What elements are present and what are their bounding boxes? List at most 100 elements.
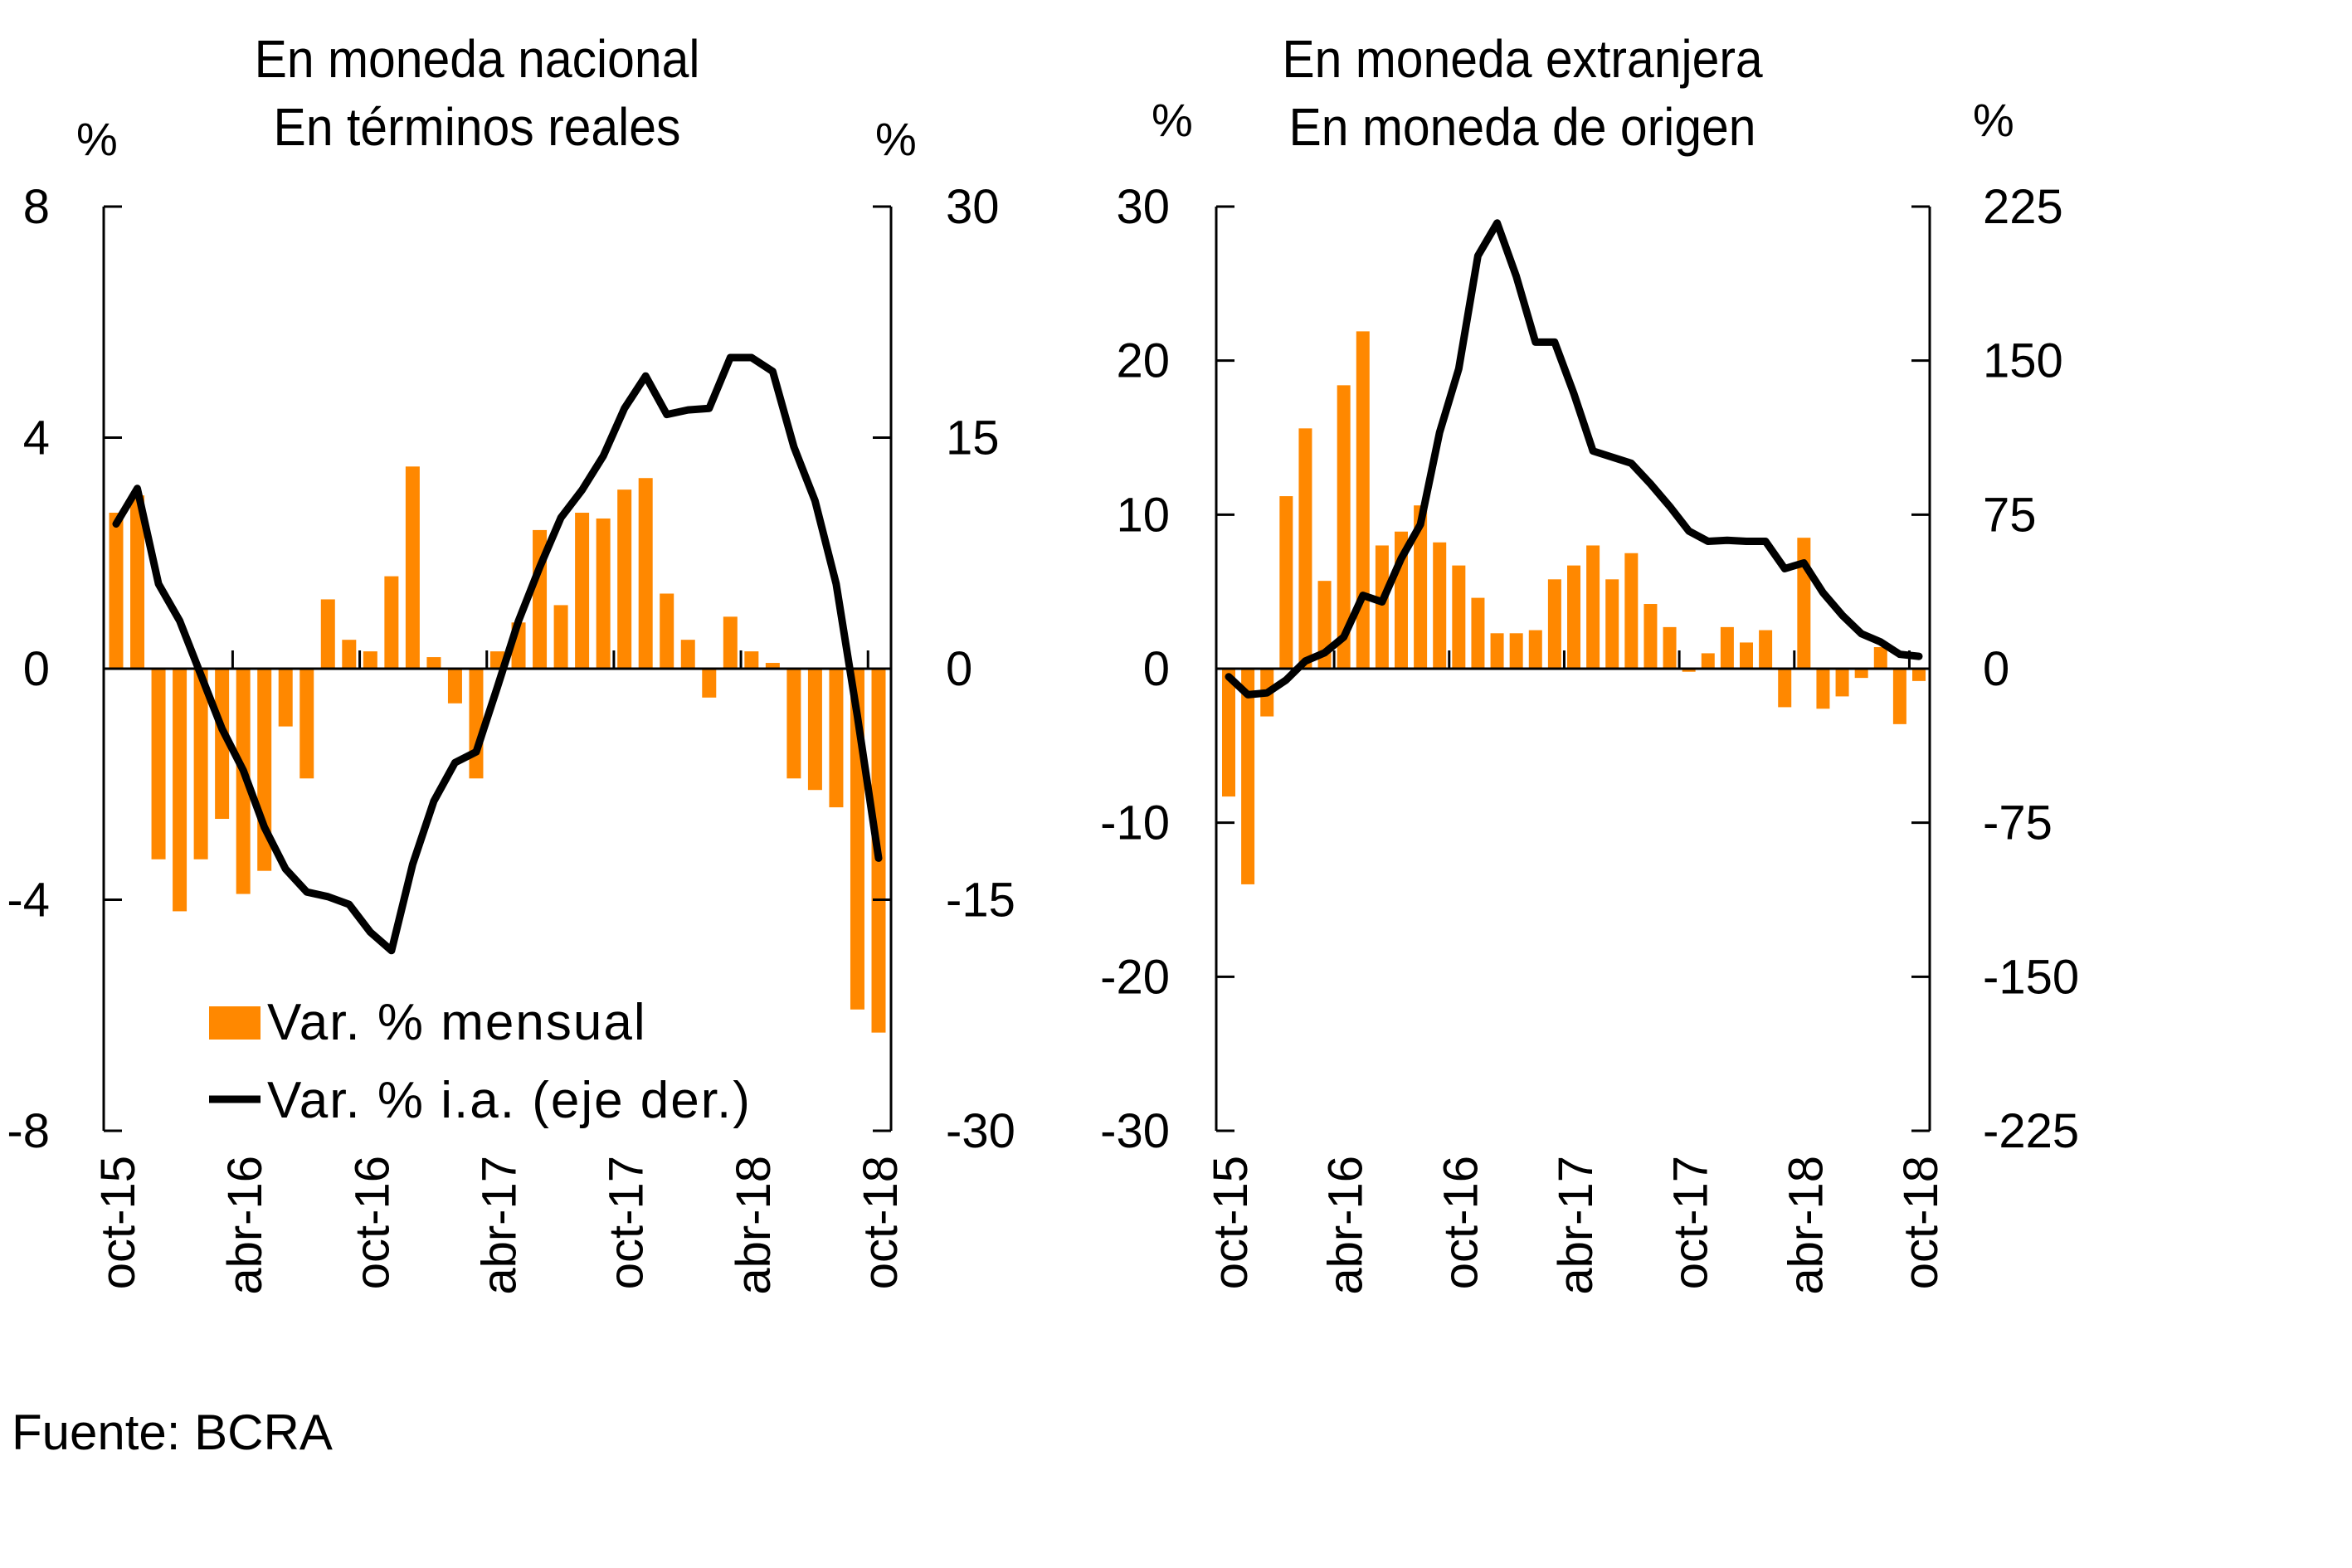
bar-nov-15 [1241,669,1255,884]
bar-oct-17 [1682,669,1696,672]
right-y-tick-label: -75 [1983,796,2053,850]
bar-mar-18 [1778,669,1792,708]
right-chart: 30 20 10 0 -10 -20 -30 225 150 75 0 -75 -150 -225 oct-… [1100,180,2079,1295]
bar-ene-18 [680,640,695,669]
bar-jul-17 [1624,553,1639,669]
left-y-tick-label: -20 [1100,950,1170,1004]
bar-dic-16 [405,466,420,669]
bar-oct-15 [1222,669,1235,797]
bar-jun-16 [278,669,293,727]
bar-dic-17 [1720,626,1734,669]
left-y-tick-label: 30 [1116,180,1170,234]
left-y-tick-label: 8 [23,180,50,234]
right-y-tick-label: 225 [1983,180,2063,234]
bar-abr-18 [744,651,759,669]
x-tick-label: oct-15 [1204,1156,1258,1289]
bar-oct-17 [617,489,632,669]
bar-jul-18 [1854,669,1868,679]
bar-ago-17 [575,513,590,669]
bar-ene-16 [173,669,187,912]
right-y-tick-label: 15 [946,411,1000,465]
legend-label-ia: Var. % i.a. (eje der.) [267,1072,752,1129]
x-tick-label: oct-15 [91,1156,145,1289]
x-tick-label: abr-17 [1549,1156,1603,1295]
bar-abr-16 [236,669,251,894]
bar-sep-18 [1892,669,1906,724]
bar-may-17 [1586,545,1600,669]
bar-ene-16 [1279,496,1293,669]
x-tick-label: abr-18 [1779,1156,1833,1295]
left-y-tick-label: 0 [23,642,50,696]
left-y-tick-label: 4 [23,411,50,465]
x-tick-label: oct-16 [1434,1156,1488,1289]
left-y-tick-label: 10 [1116,488,1170,542]
x-tick-label: abr-16 [1319,1156,1373,1295]
bar-may-18 [1816,669,1830,709]
bar-jun-18 [786,669,801,779]
left-y-tick-label: -10 [1100,796,1170,850]
x-tick-label: oct-18 [854,1156,908,1289]
bar-mar-16 [215,669,230,820]
bar-sep-17 [1663,626,1677,669]
bar-jun-18 [1835,669,1849,697]
bar-ago-18 [1873,647,1887,669]
right-y-tick-label: 75 [1983,488,2037,542]
bar-feb-16 [1298,428,1312,669]
left-chart: 8 4 0 -4 -8 30 15 0 -15 -30 oct-15 abr-16 oct-16 abr-… [7,180,1015,1295]
x-tick-label: oct-17 [1664,1156,1718,1289]
right-y-tick-label: 30 [946,180,1000,234]
bar-oct-18 [1912,669,1926,681]
right-chart-left-unit: % [1152,94,1193,146]
left-y-tick-label: 20 [1116,334,1170,388]
left-y-tick-label: -8 [7,1104,50,1158]
source-note: Fuente: BCRA [12,1405,333,1452]
bar-jul-16 [299,669,314,779]
bar-ene-18 [1740,642,1753,669]
bar-feb-18 [1759,630,1773,669]
left-chart-right-unit: % [875,113,917,165]
left-y-tick-label: -30 [1100,1104,1170,1158]
legend-bar-swatch [209,1006,261,1040]
x-tick-label: oct-18 [1894,1156,1948,1289]
bar-ago-16 [320,599,335,669]
bar-ene-17 [1509,633,1523,669]
legend-label-mensual: Var. % mensual [267,994,647,1051]
bar-ago-17 [1643,604,1658,669]
x-tick-label: oct-16 [345,1156,399,1289]
right-y-tick-label: 0 [1983,642,2009,696]
bar-feb-17 [447,669,462,704]
right-y-tick-label: 150 [1983,334,2063,388]
bar-nov-15 [130,495,145,669]
bar-feb-17 [1528,630,1542,669]
bar-dic-17 [660,593,674,669]
bar-nov-16 [1471,597,1485,669]
bar-jul-17 [553,605,568,669]
left-chart-left-unit: % [76,113,118,165]
bar-sep-17 [596,518,611,669]
right-chart-title-line1: En moneda extranjera [1282,29,1763,89]
left-chart-title-line1: En moneda nacional [254,29,700,89]
left-chart-title-line2: En términos reales [273,97,681,157]
bar-nov-17 [638,478,653,669]
bar-mar-17 [1547,579,1561,669]
right-y-tick-label: -150 [1983,950,2079,1004]
bar-ago-16 [1414,505,1428,669]
bar-nov-16 [384,576,399,669]
left-y-tick-label: 0 [1143,642,1170,696]
bar-oct-15 [109,513,124,669]
right-y-tick-label: -30 [946,1104,1015,1158]
bar-mar-17 [469,669,484,779]
bar-abr-16 [1337,385,1351,669]
bar-ago-18 [829,669,844,808]
x-tick-label: oct-17 [600,1156,654,1289]
right-y-tick-label: -225 [1983,1104,2079,1158]
bar-abr-18 [1797,538,1811,669]
right-chart-right-unit: % [1973,94,2014,146]
x-tick-label: abr-17 [473,1156,527,1295]
left-y-tick-label: -4 [7,874,50,928]
right-chart-title-line2: En moneda de origen [1288,97,1756,157]
x-tick-label: abr-16 [218,1156,272,1295]
bar-sep-16 [1433,542,1447,669]
